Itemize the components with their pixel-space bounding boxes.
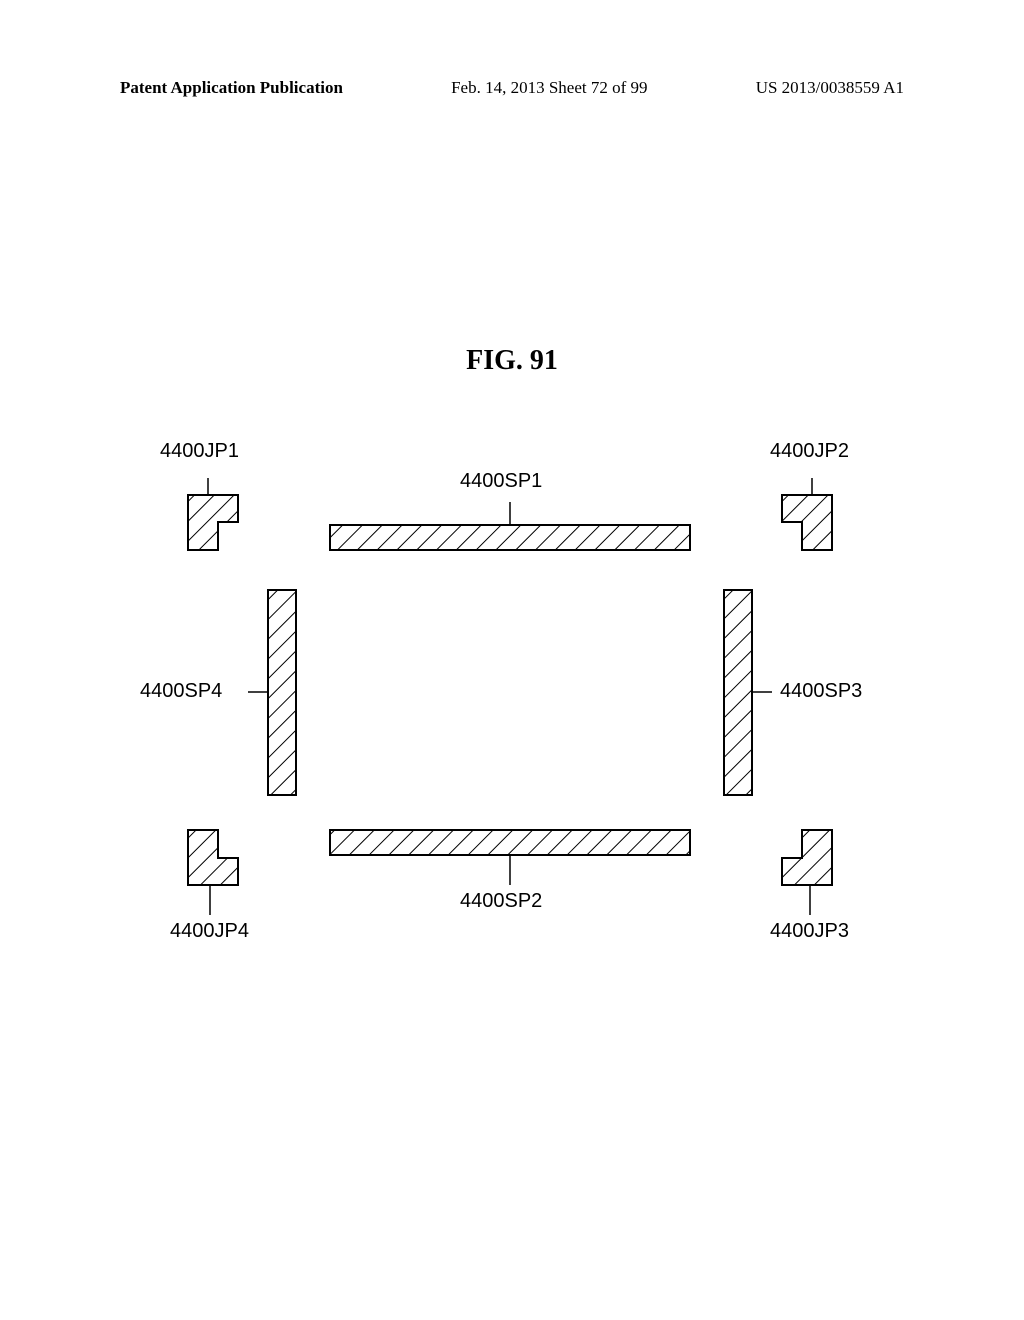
figure-title: FIG. 91 — [0, 345, 1024, 377]
label-sp4: 4400SP4 — [140, 680, 222, 703]
label-jp4: 4400JP4 — [170, 920, 249, 943]
patent-diagram: 4400JP1 4400JP2 4400SP1 4400SP4 4400SP3 … — [140, 430, 880, 990]
label-jp2: 4400JP2 — [770, 440, 849, 463]
label-sp1: 4400SP1 — [460, 470, 542, 493]
header-date-sheet: Feb. 14, 2013 Sheet 72 of 99 — [451, 78, 647, 98]
header-patent-number: US 2013/0038559 A1 — [756, 78, 904, 98]
label-sp3: 4400SP3 — [780, 680, 862, 703]
label-jp1: 4400JP1 — [160, 440, 239, 463]
label-sp2: 4400SP2 — [460, 890, 542, 913]
header-publication: Patent Application Publication — [120, 78, 343, 98]
page-header: Patent Application Publication Feb. 14, … — [0, 78, 1024, 98]
label-jp3: 4400JP3 — [770, 920, 849, 943]
